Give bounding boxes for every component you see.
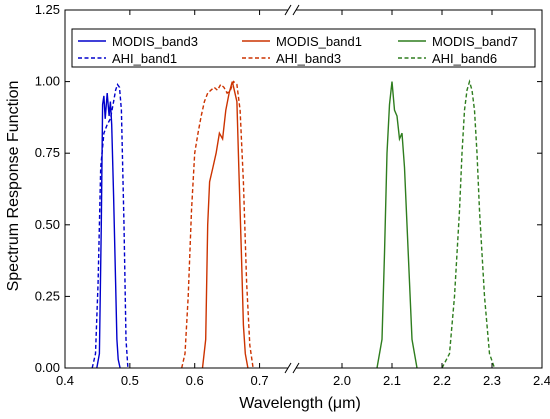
- x-tick-label: 2.3: [483, 373, 501, 388]
- legend-label: MODIS_band3: [112, 34, 198, 49]
- legend-label: MODIS_band7: [432, 34, 518, 49]
- x-tick-label: 0.7: [251, 373, 269, 388]
- y-tick-label: 0.50: [35, 217, 60, 232]
- x-tick-label: 2.4: [533, 373, 550, 388]
- y-tick-label: 1.00: [35, 74, 60, 89]
- y-tick-label: 1.25: [35, 2, 60, 17]
- axis-break-mark-top: [292, 4, 300, 16]
- legend-label: MODIS_band1: [276, 34, 362, 49]
- axes-layer: [64, 4, 543, 374]
- y-axis-label: Spectrum Response Function: [5, 81, 22, 292]
- x-tick-label: 2.1: [383, 373, 401, 388]
- plot-frame: [64, 9, 543, 369]
- legend-label: AHI_band3: [276, 51, 341, 66]
- x-tick-label: 2.0: [333, 373, 351, 388]
- legend-label: AHI_band6: [432, 51, 497, 66]
- x-tick-label: 0.4: [56, 373, 74, 388]
- axis-break-gap-bottom: [288, 366, 296, 370]
- x-tick-label: 2.2: [433, 373, 451, 388]
- y-tick-label: 0.25: [35, 288, 60, 303]
- series-line-modis-band1: [201, 81, 249, 369]
- legend-box: [71, 28, 536, 68]
- y-tick-label: 0.75: [35, 145, 60, 160]
- x-axis-label: Wavelength (μm): [239, 395, 361, 412]
- ticks-layer: 0.00 0.25 0.50 0.75 1.00 1.25 0.4 0.5 0.6 0.7 2.0 2…: [35, 2, 550, 388]
- axis-break-mark-bottom: [284, 362, 292, 374]
- axis-break-mark-top: [284, 4, 292, 16]
- axis-break-mark-bottom: [292, 362, 300, 374]
- series-line-modis-band7: [376, 81, 418, 369]
- x-tick-label: 0.5: [121, 373, 139, 388]
- series-line-modis-band3: [96, 93, 121, 369]
- series-layer: [91, 79, 496, 369]
- legend-label: AHI_band1: [112, 51, 177, 66]
- series-line-ahi-band1: [91, 82, 129, 369]
- legend: MODIS_band3 AHI_band1 MODIS_band1 AHI_band3…: [71, 28, 536, 68]
- x-tick-label: 0.6: [186, 373, 204, 388]
- axis-break-gap-top: [288, 8, 296, 12]
- series-line-ahi-band3: [181, 80, 254, 369]
- series-line-ahi-band6: [441, 79, 496, 369]
- y-tick-label: 0.00: [35, 360, 60, 375]
